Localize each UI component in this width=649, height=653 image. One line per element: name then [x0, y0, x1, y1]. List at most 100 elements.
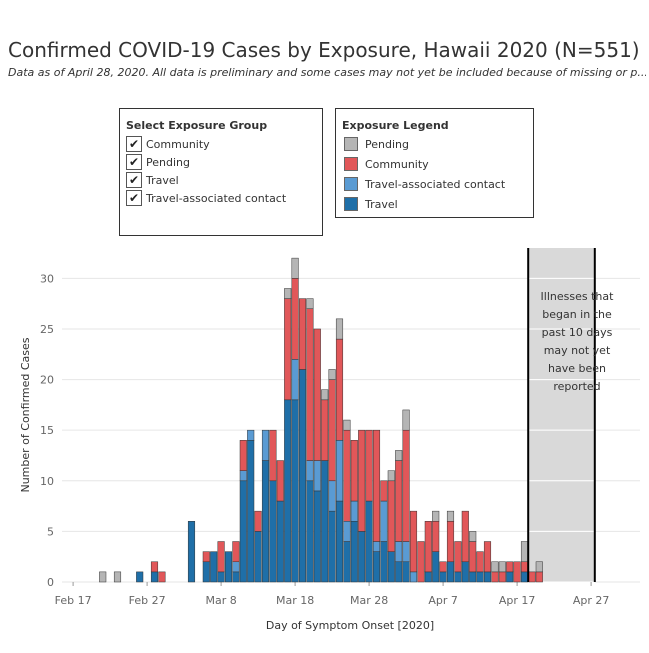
bar-segment-pending: [520, 541, 529, 563]
bar-segment-travel: [335, 500, 344, 583]
bar-segment-travel-associated-contact: [372, 541, 381, 552]
bar-segment-travel: [454, 571, 462, 583]
reporting-delay-note: Illnesses that began in the past 10 days…: [540, 290, 614, 393]
bar-segment-travel-associated-contact: [335, 440, 344, 502]
bar-segment-travel: [150, 571, 159, 583]
bar-segment-community: [217, 541, 225, 573]
legend-item-pending[interactable]: Pending: [344, 135, 409, 153]
bar-segment-community: [446, 521, 455, 563]
filter-item-travel[interactable]: ✔ Travel: [126, 171, 179, 189]
bar-segment-travel-associated-contact: [350, 500, 358, 522]
chart-subtitle: Data as of April 28, 2020. All data is p…: [8, 66, 646, 79]
bar-segment-travel: [239, 480, 247, 583]
legend-item-community[interactable]: Community: [344, 155, 429, 173]
bar-segment-community: [454, 541, 462, 573]
bar-segment-travel-associated-contact: [328, 480, 336, 512]
x-tick-label: Mar 8: [205, 594, 236, 607]
y-tick-label: 15: [40, 424, 54, 437]
legend-swatch: [344, 177, 358, 191]
bar-segment-pending: [491, 561, 499, 573]
x-tick-label: Apr 7: [428, 594, 458, 607]
bar-segment-community: [469, 541, 477, 573]
bar-segment-community: [350, 440, 358, 502]
bar-segment-community: [461, 510, 469, 563]
checkbox-icon[interactable]: ✔: [126, 172, 142, 188]
filter-item-community[interactable]: ✔ Community: [126, 135, 210, 153]
bar-segment-community: [306, 308, 314, 461]
bar-segment-travel-associated-contact: [306, 460, 314, 482]
filter-label: Travel-associated contact: [146, 191, 287, 205]
bar-segment-pending: [284, 288, 292, 299]
bar-segment-community: [528, 571, 536, 583]
exposure-legend: Exposure Legend Pending Community Travel…: [335, 108, 534, 218]
bar-segment-travel: [284, 399, 292, 583]
bar-segment-travel: [269, 480, 277, 583]
bar-segment-travel: [395, 561, 403, 583]
bar-segment-community: [239, 440, 247, 471]
bar-segment-community: [284, 298, 292, 401]
bar-segment-pending: [335, 318, 344, 340]
bar-segment-travel: [202, 561, 210, 583]
exposure-filter-panel: Select Exposure Group ✔ Community ✔ Pend…: [119, 108, 323, 236]
bar-segment-travel: [247, 440, 255, 583]
bar-segment-community: [513, 561, 521, 583]
bar-segment-community: [158, 571, 166, 583]
bar-segment-community: [520, 561, 529, 573]
x-tick-label: Mar 18: [276, 594, 314, 607]
checkbox-icon[interactable]: ✔: [126, 136, 142, 152]
bar-segment-travel: [306, 480, 314, 583]
bar-segment-travel-associated-contact: [261, 429, 270, 461]
bar-segment-community: [483, 541, 492, 573]
x-tick-label: Apr 17: [499, 594, 536, 607]
bar-segment-community: [432, 521, 440, 552]
bar-segment-travel-associated-contact: [291, 359, 299, 401]
filter-item-pending[interactable]: ✔ Pending: [126, 153, 190, 171]
legend-swatch: [344, 157, 358, 171]
bar-segment-travel: [469, 571, 477, 583]
bar-segment-community: [313, 328, 321, 461]
y-tick-label: 25: [40, 323, 54, 336]
bar-segment-pending: [387, 470, 395, 482]
legend-label: Travel: [365, 197, 398, 211]
bar-segment-pending: [99, 571, 107, 583]
legend-item-travel[interactable]: Travel: [344, 195, 398, 213]
y-tick-label: 10: [40, 475, 54, 488]
bar-segment-travel: [476, 571, 484, 583]
bar-segment-travel: [261, 460, 270, 583]
x-axis-title: Day of Symptom Onset [2020]: [266, 619, 434, 632]
bar-segment-community: [328, 379, 336, 482]
bar-segment-pending: [498, 561, 506, 573]
bar-segment-community: [498, 571, 506, 583]
bar-segment-pending: [446, 510, 455, 522]
bar-segment-community: [365, 429, 373, 502]
bar-segment-community: [417, 541, 425, 583]
filter-title: Select Exposure Group: [126, 119, 268, 132]
bar-segment-community: [395, 460, 403, 542]
bar-segment-travel: [276, 500, 284, 583]
bar-segment-community: [372, 429, 381, 542]
bar-segment-travel: [321, 460, 329, 583]
bar-segment-community: [358, 429, 366, 532]
bar-segment-travel: [358, 531, 366, 583]
x-tick-label: Mar 28: [350, 594, 388, 607]
checkbox-icon[interactable]: ✔: [126, 190, 142, 206]
bar-segment-community: [535, 571, 543, 583]
bar-segment-travel-associated-contact: [402, 541, 410, 563]
filter-label: Community: [146, 137, 210, 151]
bar-segment-pending: [306, 298, 314, 309]
bar-segment-community: [387, 480, 395, 552]
bar-segment-travel: [439, 571, 447, 583]
bar-segment-travel-associated-contact: [239, 470, 247, 482]
filter-label: Pending: [146, 155, 190, 169]
bar-segment-travel: [313, 490, 321, 583]
bar-segment-travel: [328, 510, 336, 583]
bar-segment-travel: [372, 551, 381, 583]
legend-item-travel-associated-contact[interactable]: Travel-associated contact: [344, 175, 505, 193]
bar-segment-travel: [298, 369, 307, 583]
bar-segment-community: [335, 338, 344, 441]
checkbox-icon[interactable]: ✔: [126, 154, 142, 170]
bar-segment-travel: [506, 571, 514, 583]
bar-segment-travel: [424, 571, 432, 583]
bar-segment-travel: [343, 541, 351, 583]
filter-item-travel-associated-contact[interactable]: ✔ Travel-associated contact: [126, 189, 286, 207]
